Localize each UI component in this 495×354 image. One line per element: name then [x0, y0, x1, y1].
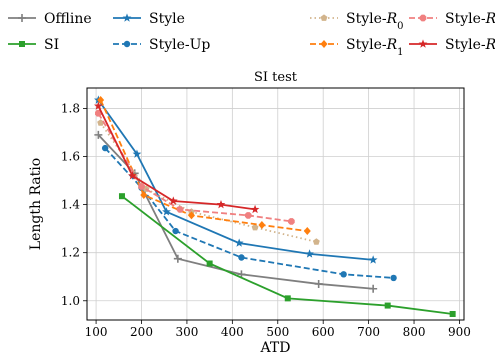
data-point [140, 190, 148, 199]
data-point [250, 204, 260, 214]
x-tick-label: 700 [357, 325, 380, 339]
data-point [305, 249, 314, 258]
data-point [172, 227, 179, 235]
legend-entry: Style-Up [113, 37, 210, 53]
data-point [95, 109, 102, 117]
data-point [206, 260, 213, 267]
x-tick-label: 900 [448, 325, 471, 339]
data-point [238, 254, 245, 261]
data-point [314, 279, 323, 288]
legend-entry: Style-R0 [310, 11, 404, 32]
legend-label: Style-Up [149, 37, 210, 53]
legend-marker [122, 13, 132, 22]
legend-label: Style-R0 [346, 11, 404, 32]
legend-label: Style-R1 [346, 37, 404, 58]
x-tick-label: 500 [266, 325, 289, 339]
data-point [312, 238, 320, 245]
data-point [101, 144, 109, 152]
y-axis-label: Length Ratio [28, 158, 44, 250]
series-layer [93, 95, 456, 317]
data-point [449, 310, 456, 317]
data-point [368, 255, 378, 264]
data-point [216, 200, 226, 209]
x-axis-label: ATD [260, 340, 291, 354]
axis-ticks: 100 200 300 400 500 600 700 800 900 1.0 1.2 1.4 1.6 1… [61, 101, 471, 339]
legend-marker [19, 41, 25, 47]
data-point [340, 271, 347, 278]
data-point [132, 149, 142, 158]
data-point [176, 206, 184, 213]
legend-label: Style-R2 [445, 11, 495, 32]
data-point [138, 183, 145, 190]
series-si [118, 193, 456, 317]
legend-entry: Style-R1 [310, 37, 404, 58]
data-point [303, 227, 311, 236]
y-tick-label: 1.0 [61, 294, 80, 308]
data-point [390, 274, 397, 282]
series-line [97, 99, 374, 261]
series-style-r0 [97, 119, 320, 245]
data-point [97, 96, 105, 105]
legend-marker [419, 14, 427, 22]
data-point [94, 130, 103, 139]
data-point [251, 223, 259, 231]
plot-frame [86, 87, 465, 321]
data-point [244, 212, 252, 219]
data-point [369, 284, 378, 293]
data-point [173, 254, 182, 263]
data-point [97, 119, 105, 126]
legend-entry: Style-R3 [409, 37, 495, 58]
chart-title: SI test [254, 70, 298, 85]
legend-entry: Style-R2 [409, 11, 495, 32]
data-point [128, 171, 137, 180]
data-point [168, 196, 178, 205]
legend-label: Offline [44, 11, 92, 27]
series-line [104, 147, 394, 279]
series-line [99, 122, 317, 243]
legend-label: SI [44, 37, 59, 53]
data-point [284, 295, 291, 302]
legend-marker [123, 40, 131, 48]
data-point [258, 221, 266, 230]
data-point [162, 207, 171, 216]
legend-marker [418, 39, 428, 48]
x-tick-label: 300 [175, 325, 198, 339]
y-tick-label: 1.8 [61, 101, 80, 115]
data-point [384, 302, 391, 309]
y-tick-label: 1.2 [61, 246, 80, 260]
x-tick-label: 100 [85, 325, 108, 339]
legend-label: Style [149, 11, 185, 27]
gridlines [87, 88, 464, 320]
data-point [234, 238, 244, 247]
data-point [187, 211, 195, 220]
data-point [93, 101, 103, 110]
data-point [118, 193, 125, 200]
x-tick-label: 200 [130, 325, 153, 339]
series-style-r3 [93, 101, 260, 214]
series-style-r2 [95, 109, 295, 225]
legend-marker [320, 40, 328, 48]
y-tick-label: 1.4 [61, 198, 80, 212]
legend-marker [18, 14, 26, 22]
data-point [288, 218, 295, 225]
series-style-r1 [97, 96, 311, 236]
x-tick-label: 400 [221, 325, 244, 339]
x-tick-label: 800 [403, 325, 426, 339]
legend-marker [320, 14, 328, 21]
legend-entry: Style [113, 11, 185, 27]
legend-entry: Offline [8, 11, 92, 27]
legend: Offline SI Style Style-Up Style-R0 Style-R1 St… [8, 11, 495, 58]
y-tick-label: 1.6 [61, 150, 80, 164]
legend-label: Style-R3 [445, 37, 495, 58]
x-tick-label: 600 [312, 325, 335, 339]
legend-entry: SI [8, 37, 59, 53]
